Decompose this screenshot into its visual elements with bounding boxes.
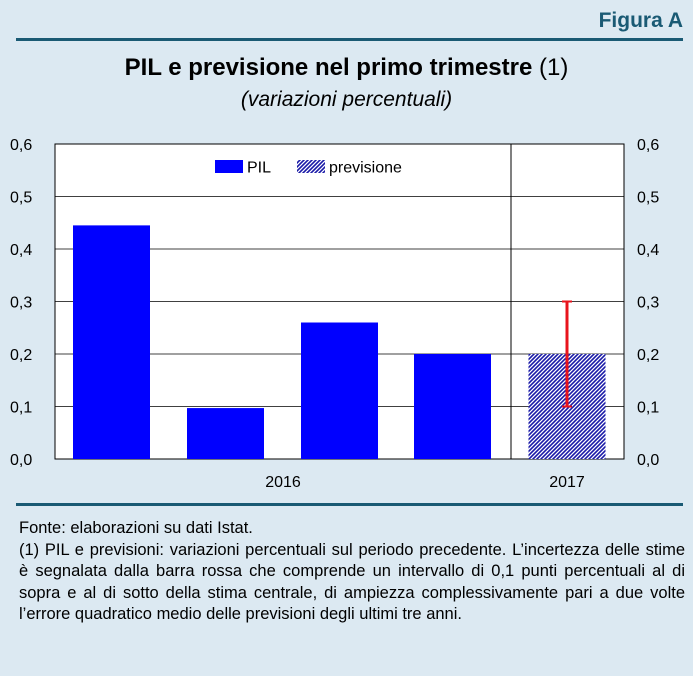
- legend-swatch-previsione: [297, 160, 325, 173]
- y-tick-left: 0,5: [10, 190, 32, 207]
- y-tick-right: 0,5: [637, 190, 659, 207]
- chart-title: PIL e previsione nel primo trimestre (1): [0, 54, 693, 82]
- bottom-divider: [16, 503, 683, 506]
- source-note: Fonte: elaborazioni su dati Istat.: [19, 519, 253, 537]
- y-tick-left: 0,3: [10, 295, 32, 312]
- figure-label: Figura A: [598, 9, 683, 32]
- y-tick-right: 0,2: [637, 347, 659, 364]
- y-tick-right: 0,6: [637, 137, 659, 154]
- left-axis-ticks: 0,0 0,1 0,2 0,3 0,4 0,5 0,6: [10, 137, 32, 469]
- chart-title-text: PIL e previsione nel primo trimestre: [124, 54, 533, 81]
- y-tick-left: 0,2: [10, 347, 32, 364]
- bar-pil: [414, 354, 491, 459]
- right-axis-ticks: 0,0 0,1 0,2 0,3 0,4 0,5 0,6: [637, 137, 659, 469]
- error-bar: [562, 300, 572, 408]
- y-tick-right: 0,4: [637, 242, 659, 259]
- footnotes: Fonte: elaborazioni su dati Istat. (1) P…: [19, 518, 685, 626]
- bar-pil: [73, 225, 150, 459]
- top-divider: [16, 38, 683, 41]
- legend-label-previsione: previsione: [329, 160, 402, 177]
- y-tick-right: 0,1: [637, 400, 659, 417]
- bar-pil: [301, 322, 378, 459]
- legend-swatch-pil: [215, 160, 243, 173]
- bars: [73, 225, 606, 459]
- legend: PIL previsione: [215, 160, 402, 177]
- y-tick-left: 0,6: [10, 137, 32, 154]
- y-tick-left: 0,0: [10, 452, 32, 469]
- methodology-note: (1) PIL e previsioni: variazioni percent…: [19, 540, 685, 624]
- y-tick-right: 0,3: [637, 295, 659, 312]
- chart-title-note: (1): [539, 54, 569, 81]
- y-tick-left: 0,4: [10, 242, 32, 259]
- bar-pil: [187, 408, 264, 459]
- x-label-2017: 2017: [549, 474, 585, 491]
- y-tick-right: 0,0: [637, 452, 659, 469]
- legend-label-pil: PIL: [247, 160, 271, 177]
- chart-subtitle: (variazioni percentuali): [240, 88, 453, 111]
- bar-chart: 0,0 0,1 0,2 0,3 0,4 0,5 0,6 0,0 0,1 0,2 0,3 0,4 0,5…: [10, 137, 659, 491]
- y-tick-left: 0,1: [10, 400, 32, 417]
- x-label-2016: 2016: [265, 474, 301, 491]
